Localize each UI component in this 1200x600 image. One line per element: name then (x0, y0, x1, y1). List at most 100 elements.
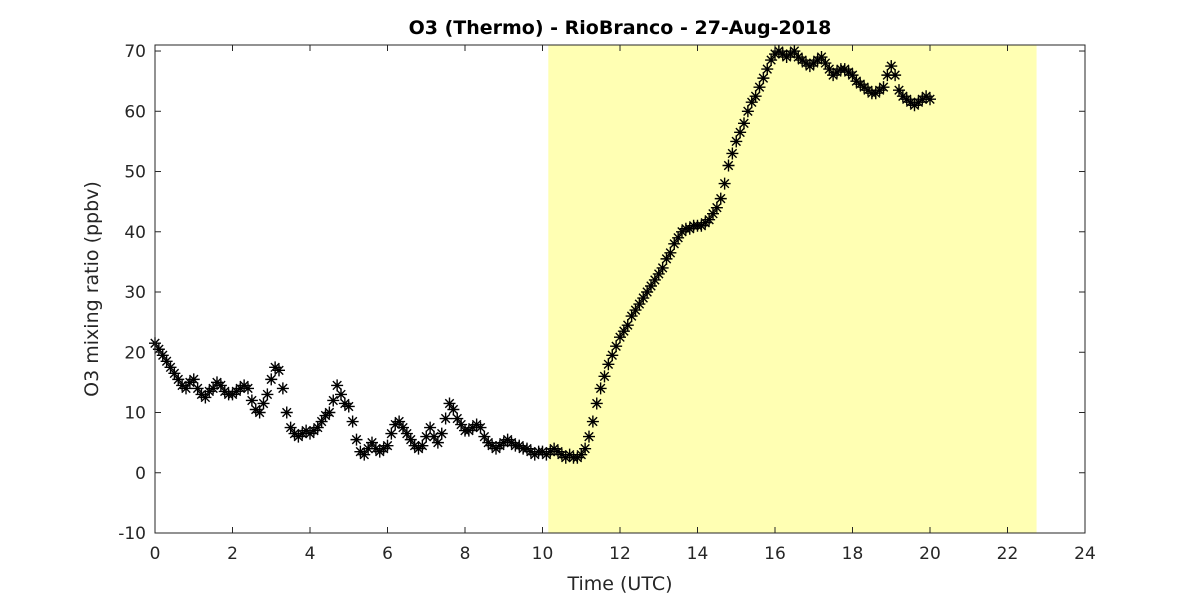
data-point (579, 442, 592, 455)
x-tick-label: 0 (150, 544, 161, 564)
data-point (633, 298, 646, 311)
data-point (168, 367, 181, 380)
data-point (443, 397, 456, 410)
x-tick-label: 16 (764, 544, 786, 564)
data-point (621, 319, 634, 332)
data-point (672, 231, 685, 244)
data-point (881, 69, 894, 82)
data-point (261, 388, 274, 401)
data-point (753, 81, 766, 94)
y-tick-label: 50 (124, 163, 146, 183)
data-point (664, 246, 677, 259)
data-point (788, 45, 801, 58)
data-point (846, 69, 859, 82)
data-point (625, 310, 638, 323)
data-point (707, 207, 719, 220)
data-point (420, 430, 433, 443)
data-point (583, 430, 595, 443)
data-point (668, 237, 681, 250)
data-point (815, 51, 828, 64)
data-point (614, 331, 626, 344)
data-point (172, 373, 185, 386)
data-point (284, 421, 297, 434)
data-point (253, 406, 266, 419)
data-point (424, 421, 437, 434)
data-point (660, 252, 673, 265)
data-point (761, 63, 774, 76)
data-point (397, 421, 409, 434)
data-point (156, 349, 169, 362)
data-point (606, 349, 619, 362)
data-point (652, 267, 665, 280)
data-point (342, 400, 355, 413)
x-tick-label: 14 (687, 544, 709, 564)
x-tick-label: 4 (305, 544, 316, 564)
data-point (889, 69, 902, 82)
y-tick-label: 30 (124, 283, 146, 303)
data-point (455, 418, 468, 431)
data-point (346, 415, 359, 428)
data-point (160, 355, 173, 368)
data-point (280, 406, 293, 419)
data-point (741, 105, 754, 118)
data-point (924, 93, 936, 106)
data-point (362, 442, 375, 455)
data-point (214, 379, 227, 392)
data-point (590, 397, 603, 410)
y-tick-label: 40 (124, 223, 146, 243)
y-tick-label: -10 (118, 524, 146, 544)
y-axis-title: O3 mixing ratio (ppbv) (81, 181, 103, 397)
x-tick-label: 10 (532, 544, 554, 564)
data-point (404, 433, 417, 446)
data-point (439, 412, 452, 425)
data-point (327, 394, 340, 407)
data-point (207, 382, 220, 395)
x-axis-title: Time (UTC) (566, 573, 672, 595)
x-tick-label: 2 (227, 544, 238, 564)
data-point (242, 382, 254, 395)
data-point (823, 63, 836, 76)
data-point (602, 358, 615, 371)
data-point (629, 304, 642, 317)
data-point (710, 201, 723, 214)
data-point (617, 325, 630, 338)
data-point (381, 439, 394, 452)
data-point (656, 261, 669, 274)
data-point (315, 415, 328, 428)
data-point (350, 433, 363, 446)
data-point (323, 406, 336, 419)
y-tick-label: 10 (124, 404, 146, 424)
data-point (718, 177, 731, 190)
data-point (757, 72, 770, 85)
data-point (187, 373, 200, 386)
data-points (149, 45, 936, 464)
data-point (575, 448, 588, 461)
data-point (703, 213, 716, 226)
data-point (722, 159, 735, 172)
data-point (400, 427, 413, 440)
data-point (276, 382, 289, 395)
highlight-region (548, 45, 1037, 533)
data-point (877, 81, 890, 94)
data-point (428, 430, 440, 443)
y-tick-label: 60 (124, 102, 146, 122)
data-point (745, 96, 758, 109)
data-point (474, 421, 487, 434)
data-point (648, 273, 661, 286)
x-tick-label: 12 (609, 544, 631, 564)
y-tick-label: 70 (124, 42, 146, 62)
data-point (385, 427, 398, 440)
data-point (714, 192, 727, 205)
data-point (610, 340, 623, 353)
data-point (245, 394, 258, 407)
data-point (819, 57, 832, 70)
data-point (199, 391, 212, 404)
data-point (265, 373, 278, 386)
x-tick-label: 22 (997, 544, 1019, 564)
data-point (726, 147, 739, 160)
data-point (645, 279, 657, 292)
x-tick-label: 24 (1074, 544, 1096, 564)
data-point (586, 415, 599, 428)
y-tick-label: 0 (135, 464, 146, 484)
data-point (191, 382, 204, 395)
